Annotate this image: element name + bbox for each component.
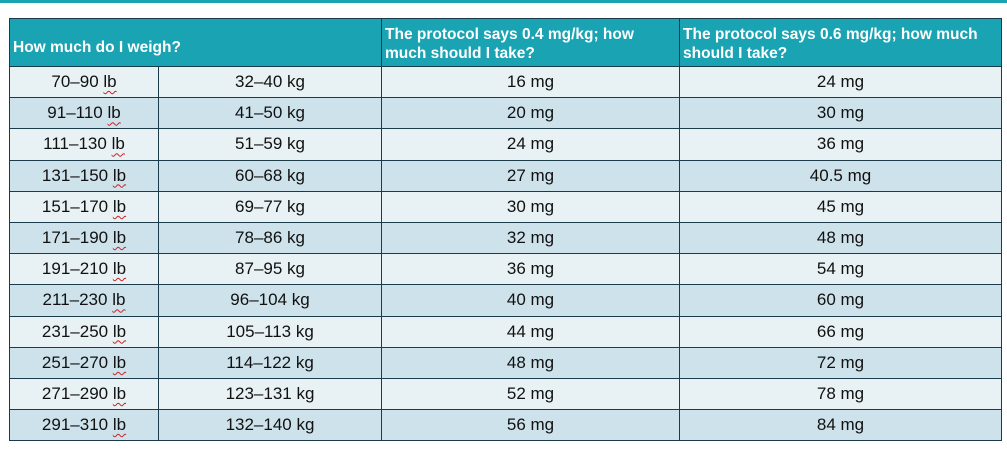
dose-0-6-cell: 30 mg: [679, 97, 1003, 130]
header-weight: How much do I weigh?: [8, 18, 383, 67]
lb-unit: lb: [112, 196, 127, 216]
dose-0-6-cell: 78 mg: [679, 377, 1003, 411]
table-row: 151–170 lb 69–77 kg 30 mg 45 mg: [9, 190, 1003, 223]
dose-0-6-cell: 72 mg: [679, 346, 1003, 379]
dose-0-4-cell: 56 mg: [381, 409, 681, 442]
dose-0-4-cell: 16 mg: [381, 65, 681, 99]
lb-unit: lb: [112, 415, 127, 435]
weight-lb-cell: 131–150 lb: [9, 159, 159, 192]
dose-0-6-cell: 84 mg: [679, 409, 1003, 442]
weight-kg-cell: 105–113 kg: [157, 315, 383, 348]
lb-range: 191–210: [41, 259, 109, 279]
dose-0-6-cell: 36 mg: [679, 128, 1003, 161]
lb-range: 111–130: [43, 134, 107, 154]
weight-kg-cell: 41–50 kg: [157, 97, 383, 130]
weight-kg-cell: 87–95 kg: [157, 253, 383, 286]
lb-unit: lb: [112, 352, 127, 372]
table-row: 251–270 lb 114–122 kg 48 mg 72 mg: [9, 346, 1003, 379]
weight-kg-cell: 32–40 kg: [157, 65, 383, 99]
dose-0-4-cell: 36 mg: [381, 253, 681, 286]
lb-range: 70–90: [51, 72, 99, 92]
weight-lb-cell: 211–230 lb: [9, 284, 159, 317]
lb-unit: lb: [103, 72, 117, 92]
lb-unit: lb: [111, 134, 125, 154]
dose-0-6-cell: 66 mg: [679, 315, 1003, 348]
table-row: 70–90 lb 32–40 kg 16 mg 24 mg: [9, 65, 1003, 99]
weight-lb-cell: 251–270 lb: [9, 346, 159, 379]
weight-kg-cell: 132–140 kg: [157, 409, 383, 442]
lb-range: 91–110: [47, 103, 103, 123]
weight-lb-cell: 70–90 lb: [9, 65, 159, 99]
dose-0-6-cell: 48 mg: [679, 221, 1003, 255]
header-dose-0-6: The protocol says 0.6 mg/kg; how much sh…: [679, 18, 1003, 67]
table-row: 171–190 lb 78–86 kg 32 mg 48 mg: [9, 221, 1003, 255]
header-dose-0-4: The protocol says 0.4 mg/kg; how much sh…: [381, 18, 681, 67]
lb-unit: lb: [112, 259, 127, 279]
weight-kg-cell: 78–86 kg: [157, 221, 383, 255]
dose-0-4-cell: 20 mg: [381, 97, 681, 130]
dose-0-6-cell: 40.5 mg: [679, 159, 1003, 192]
table-body: 70–90 lb 32–40 kg 16 mg 24 mg 91–110 lb …: [9, 65, 1003, 442]
table-row: 291–310 lb 132–140 kg 56 mg 84 mg: [9, 409, 1003, 442]
lb-unit: lb: [112, 228, 127, 248]
table-row: 111–130 lb 51–59 kg 24 mg 36 mg: [9, 128, 1003, 161]
dose-0-4-cell: 44 mg: [381, 315, 681, 348]
top-accent-line: [0, 0, 1007, 3]
weight-kg-cell: 51–59 kg: [157, 128, 383, 161]
dose-0-6-cell: 45 mg: [679, 190, 1003, 223]
dose-0-4-cell: 52 mg: [381, 377, 681, 411]
dose-0-4-cell: 24 mg: [381, 128, 681, 161]
lb-unit: lb: [112, 321, 127, 341]
weight-lb-cell: 271–290 lb: [9, 377, 159, 411]
weight-lb-cell: 171–190 lb: [9, 221, 159, 255]
lb-range: 211–230: [42, 290, 108, 310]
dose-0-4-cell: 30 mg: [381, 190, 681, 223]
weight-lb-cell: 231–250 lb: [9, 315, 159, 348]
dose-0-4-cell: 48 mg: [381, 346, 681, 379]
table-row: 191–210 lb 87–95 kg 36 mg 54 mg: [9, 253, 1003, 286]
lb-range: 251–270: [41, 352, 109, 372]
lb-unit: lb: [107, 103, 121, 123]
weight-kg-cell: 69–77 kg: [157, 190, 383, 223]
lb-range: 231–250: [41, 321, 109, 341]
weight-kg-cell: 60–68 kg: [157, 159, 383, 192]
lb-unit: lb: [112, 165, 127, 185]
table-row: 211–230 lb 96–104 kg 40 mg 60 mg: [9, 284, 1003, 317]
weight-kg-cell: 123–131 kg: [157, 377, 383, 411]
lb-range: 171–190: [41, 228, 109, 248]
weight-lb-cell: 111–130 lb: [9, 128, 159, 161]
lb-range: 131–150: [41, 165, 109, 185]
dosage-table: How much do I weigh? The protocol says 0…: [8, 18, 1003, 442]
header-row: How much do I weigh? The protocol says 0…: [8, 18, 1003, 67]
weight-lb-cell: 191–210 lb: [9, 253, 159, 286]
table-row: 91–110 lb 41–50 kg 20 mg 30 mg: [9, 97, 1003, 130]
weight-kg-cell: 114–122 kg: [157, 346, 383, 379]
dose-0-6-cell: 24 mg: [679, 65, 1003, 99]
table-row: 231–250 lb 105–113 kg 44 mg 66 mg: [9, 315, 1003, 348]
lb-range: 151–170: [41, 196, 109, 216]
table-row: 131–150 lb 60–68 kg 27 mg 40.5 mg: [9, 159, 1003, 192]
dose-0-6-cell: 54 mg: [679, 253, 1003, 286]
lb-range: 291–310: [41, 415, 109, 435]
weight-lb-cell: 291–310 lb: [9, 409, 159, 442]
dose-0-6-cell: 60 mg: [679, 284, 1003, 317]
lb-unit: lb: [112, 383, 127, 403]
weight-kg-cell: 96–104 kg: [157, 284, 383, 317]
dose-0-4-cell: 27 mg: [381, 159, 681, 192]
dose-0-4-cell: 32 mg: [381, 221, 681, 255]
weight-lb-cell: 151–170 lb: [9, 190, 159, 223]
lb-unit: lb: [112, 290, 126, 310]
lb-range: 271–290: [41, 383, 109, 403]
table-row: 271–290 lb 123–131 kg 52 mg 78 mg: [9, 377, 1003, 411]
dose-0-4-cell: 40 mg: [381, 284, 681, 317]
weight-lb-cell: 91–110 lb: [9, 97, 159, 130]
